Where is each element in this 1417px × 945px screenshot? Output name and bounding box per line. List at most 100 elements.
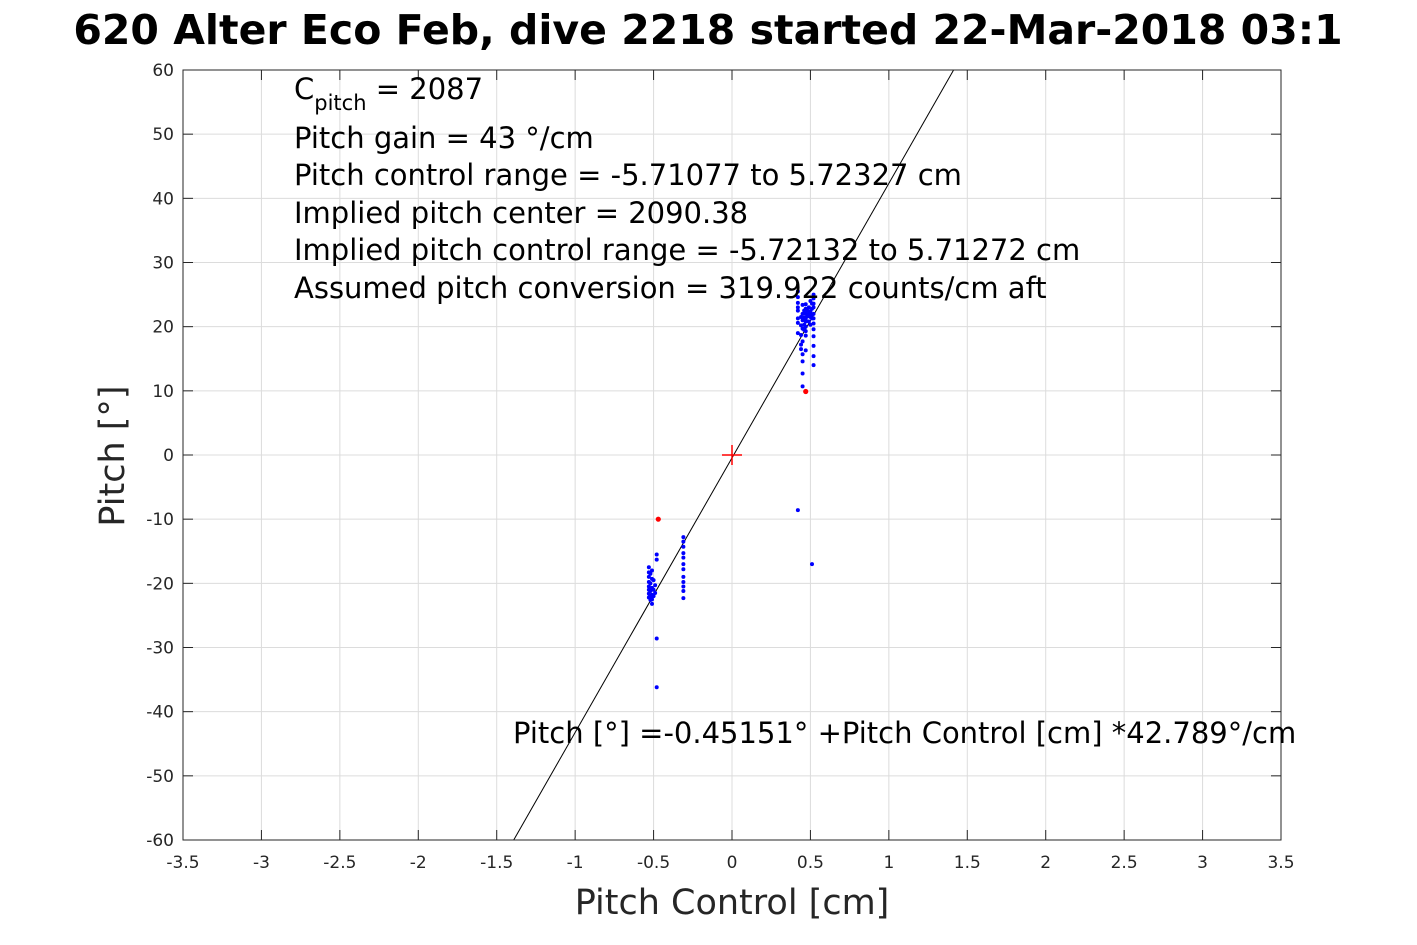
c-pitch-value: = 2087 [367,72,484,106]
y-tick-label: -30 [146,639,174,659]
data-point [799,342,804,347]
y-tick-label: 0 [163,446,174,466]
data-point [654,557,659,562]
annotation-pitch-gain: Pitch gain = 43 °/cm [294,121,594,155]
y-axis-label: Pitch [°] [93,385,133,526]
data-point [651,587,656,592]
data-point [681,567,686,572]
data-point [681,539,686,544]
data-point [806,305,811,310]
data-point [648,589,653,594]
x-tick-labels: -3.5 -3 -2.5 -2 -1.5 -1 -0.5 0 0.5 1 1.5 2 2.5 3 3.5 [166,853,1294,873]
y-tick-label: 30 [152,254,174,274]
x-tick-label: 1 [883,853,894,873]
fit-equation-label: Pitch [°] =-0.45151° +Pitch Control [cm]… [513,716,1296,750]
data-point [681,535,686,540]
y-tick-label: 60 [152,61,174,81]
data-point [800,311,805,316]
data-point [681,551,686,556]
x-tick-label: -1.5 [480,853,513,873]
x-tick-label: -0.5 [637,853,670,873]
x-tick-label: 3 [1197,853,1208,873]
y-tick-labels: -60 -50 -40 -30 -20 -10 0 10 20 30 40 50 60 [146,61,174,851]
y-tick-label: -20 [146,574,174,594]
data-point [809,562,814,567]
data-point [654,552,659,557]
data-point [811,334,816,339]
data-point [795,308,800,313]
data-point [799,323,804,328]
data-point [811,296,816,301]
data-point [648,571,653,576]
data-point [811,316,816,321]
data-point [800,371,805,376]
data-point [803,329,808,334]
data-point [803,319,808,324]
x-tick-label: 2.5 [1111,853,1138,873]
y-tick-label: 40 [152,189,174,209]
data-point [795,316,800,321]
x-tick-label: -1 [567,853,584,873]
data-point [795,305,800,310]
highlight-point [803,388,809,395]
x-axis-label: Pitch Control [cm] [575,883,890,923]
data-point [799,347,804,352]
y-tick-label: -60 [146,831,174,851]
tick-marks [182,69,1282,841]
x-tick-label: -3.5 [166,853,199,873]
data-point [681,596,686,601]
data-point [795,508,800,513]
data-point [799,315,804,320]
data-point [681,580,686,585]
data-point [648,581,653,586]
x-tick-label: 2 [1040,853,1051,873]
data-point [681,584,686,589]
annotation-pitch-control-range: Pitch control range = -5.71077 to 5.7232… [294,158,962,192]
data-point [654,685,659,690]
data-point [646,584,651,589]
data-point [805,308,810,313]
data-point [800,352,805,357]
data-point [811,354,816,359]
c-pitch-subscript: pitch [314,91,366,115]
y-tick-label: -50 [146,767,174,787]
x-tick-label: 1.5 [954,853,981,873]
x-tick-label: 0.5 [797,853,824,873]
data-point [811,363,816,368]
data-point [651,578,656,583]
data-point [800,359,805,364]
data-point [650,597,655,602]
data-point [795,300,800,305]
data-point [806,319,811,324]
data-point [811,292,816,297]
data-point [681,574,686,579]
annotation-implied-pitch-control-range: Implied pitch control range = -5.72132 t… [294,233,1080,267]
y-tick-label: -40 [146,703,174,723]
data-point [803,333,808,338]
y-tick-label: 50 [152,125,174,145]
c-pitch-letter: C [294,72,314,106]
data-point [811,305,816,310]
annotation-implied-pitch-center: Implied pitch center = 2090.38 [294,196,748,230]
data-point [811,321,816,326]
y-tick-label: -10 [146,510,174,530]
data-point [808,322,813,327]
data-point [681,544,686,549]
data-point [646,565,651,570]
annotation-assumed-pitch-conversion: Assumed pitch conversion = 319.922 count… [294,271,1047,305]
x-tick-label: 3.5 [1267,853,1294,873]
data-point [653,583,658,588]
data-point [799,333,804,338]
data-point [681,589,686,594]
data-point [653,590,658,595]
data-point [681,562,686,567]
data-point [803,348,808,353]
data-point [681,555,686,560]
chart-title: 620 Alter Eco Feb, dive 2218 started 22-… [73,6,1342,54]
y-tick-label: 10 [152,382,174,402]
data-point [650,568,655,573]
data-point [654,636,659,641]
x-tick-label: -2.5 [323,853,356,873]
data-point [800,339,805,344]
data-point [811,311,816,316]
